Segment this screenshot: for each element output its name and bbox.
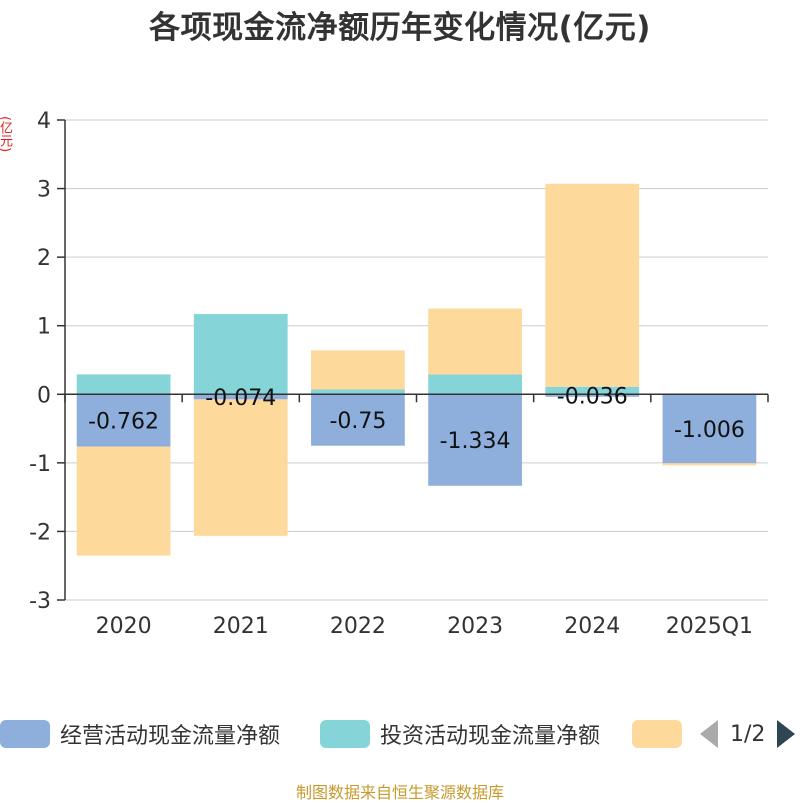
y-axis-unit-label: (亿元) bbox=[0, 116, 12, 153]
bar-1-2020 bbox=[76, 394, 171, 447]
x-tick-label: 2021 bbox=[213, 614, 269, 639]
data-label: -0.036 bbox=[557, 385, 628, 410]
bars bbox=[76, 183, 757, 556]
chart-title: 各项现金流净额历年变化情况(亿元) bbox=[149, 10, 651, 46]
chart-area: 4 3 2 1 0 -1 -2 -3 2020 2021 2022 2023 2024 2025Q1 -0… bbox=[29, 109, 769, 639]
x-tick-label: 2020 bbox=[96, 614, 152, 639]
bar-1-2023 bbox=[428, 394, 522, 486]
bar-1-2024 bbox=[545, 394, 640, 397]
data-label: -1.334 bbox=[440, 429, 511, 454]
y-tick-label: -2 bbox=[29, 520, 51, 545]
x-tick-label: 2025Q1 bbox=[666, 614, 753, 639]
x-tick-label: 2023 bbox=[447, 614, 503, 639]
bar-2-2021 bbox=[193, 314, 288, 395]
bar-1-2025Q1 bbox=[662, 394, 757, 464]
bar-3-2021 bbox=[193, 399, 288, 536]
data-label: -0.762 bbox=[88, 409, 159, 434]
legend-item-financing[interactable] bbox=[632, 714, 692, 754]
legend-swatch-financing bbox=[632, 720, 682, 748]
data-labels: -0.762 -0.074 -0.75 -1.334 -0.036 -1.006 bbox=[88, 385, 745, 455]
data-label: -1.006 bbox=[674, 418, 745, 443]
data-label: -0.75 bbox=[329, 409, 386, 434]
y-tick-label: 4 bbox=[37, 109, 51, 134]
x-tick-label: 2022 bbox=[330, 614, 386, 639]
y-tick-label: 1 bbox=[37, 315, 51, 340]
y-tick-label: 0 bbox=[37, 383, 51, 408]
legend-label-operating: 经营活动现金流量净额 bbox=[60, 724, 281, 749]
bar-2-2023 bbox=[428, 374, 522, 395]
legend-swatch-investing bbox=[320, 720, 370, 748]
legend-item-investing[interactable]: 投资活动现金流量净额 bbox=[320, 714, 600, 754]
legend-pager: 1/2 bbox=[700, 716, 796, 752]
y-tick-label: -1 bbox=[29, 452, 51, 477]
bar-2-2020 bbox=[76, 374, 171, 395]
bar-1-2022 bbox=[311, 394, 405, 446]
y-tick-label: 2 bbox=[37, 246, 51, 271]
grid-lines bbox=[65, 119, 768, 601]
legend-prev-page-icon[interactable] bbox=[700, 720, 718, 748]
bar-3-2022 bbox=[311, 350, 405, 390]
x-tick-label: 2024 bbox=[564, 614, 620, 639]
legend-item-operating[interactable]: 经营活动现金流量净额 bbox=[0, 714, 280, 754]
y-tick-label: 3 bbox=[37, 178, 51, 203]
y-tick-label: -3 bbox=[29, 589, 51, 614]
legend-swatch-operating bbox=[0, 720, 50, 748]
bar-2-2024 bbox=[545, 386, 640, 395]
axes: 4 3 2 1 0 -1 -2 -3 2020 2021 2022 2023 2024 2025Q1 bbox=[29, 109, 769, 639]
legend-next-page-icon[interactable] bbox=[777, 720, 796, 748]
data-label: -0.074 bbox=[205, 386, 276, 411]
legend: 经营活动现金流量净额 投资活动现金流量净额 bbox=[0, 714, 800, 754]
legend-page-indicator: 1/2 bbox=[730, 721, 766, 747]
bar-3-2025Q1 bbox=[662, 463, 757, 466]
bar-3-2023 bbox=[428, 308, 522, 375]
bar-3-2024 bbox=[545, 183, 640, 387]
bar-2-2022 bbox=[311, 389, 405, 395]
data-source-footer: 制图数据来自恒生聚源数据库 bbox=[295, 783, 504, 802]
legend-label-investing: 投资活动现金流量净额 bbox=[380, 724, 601, 749]
bar-3-2020 bbox=[76, 446, 171, 556]
bar-1-2021 bbox=[193, 394, 288, 400]
